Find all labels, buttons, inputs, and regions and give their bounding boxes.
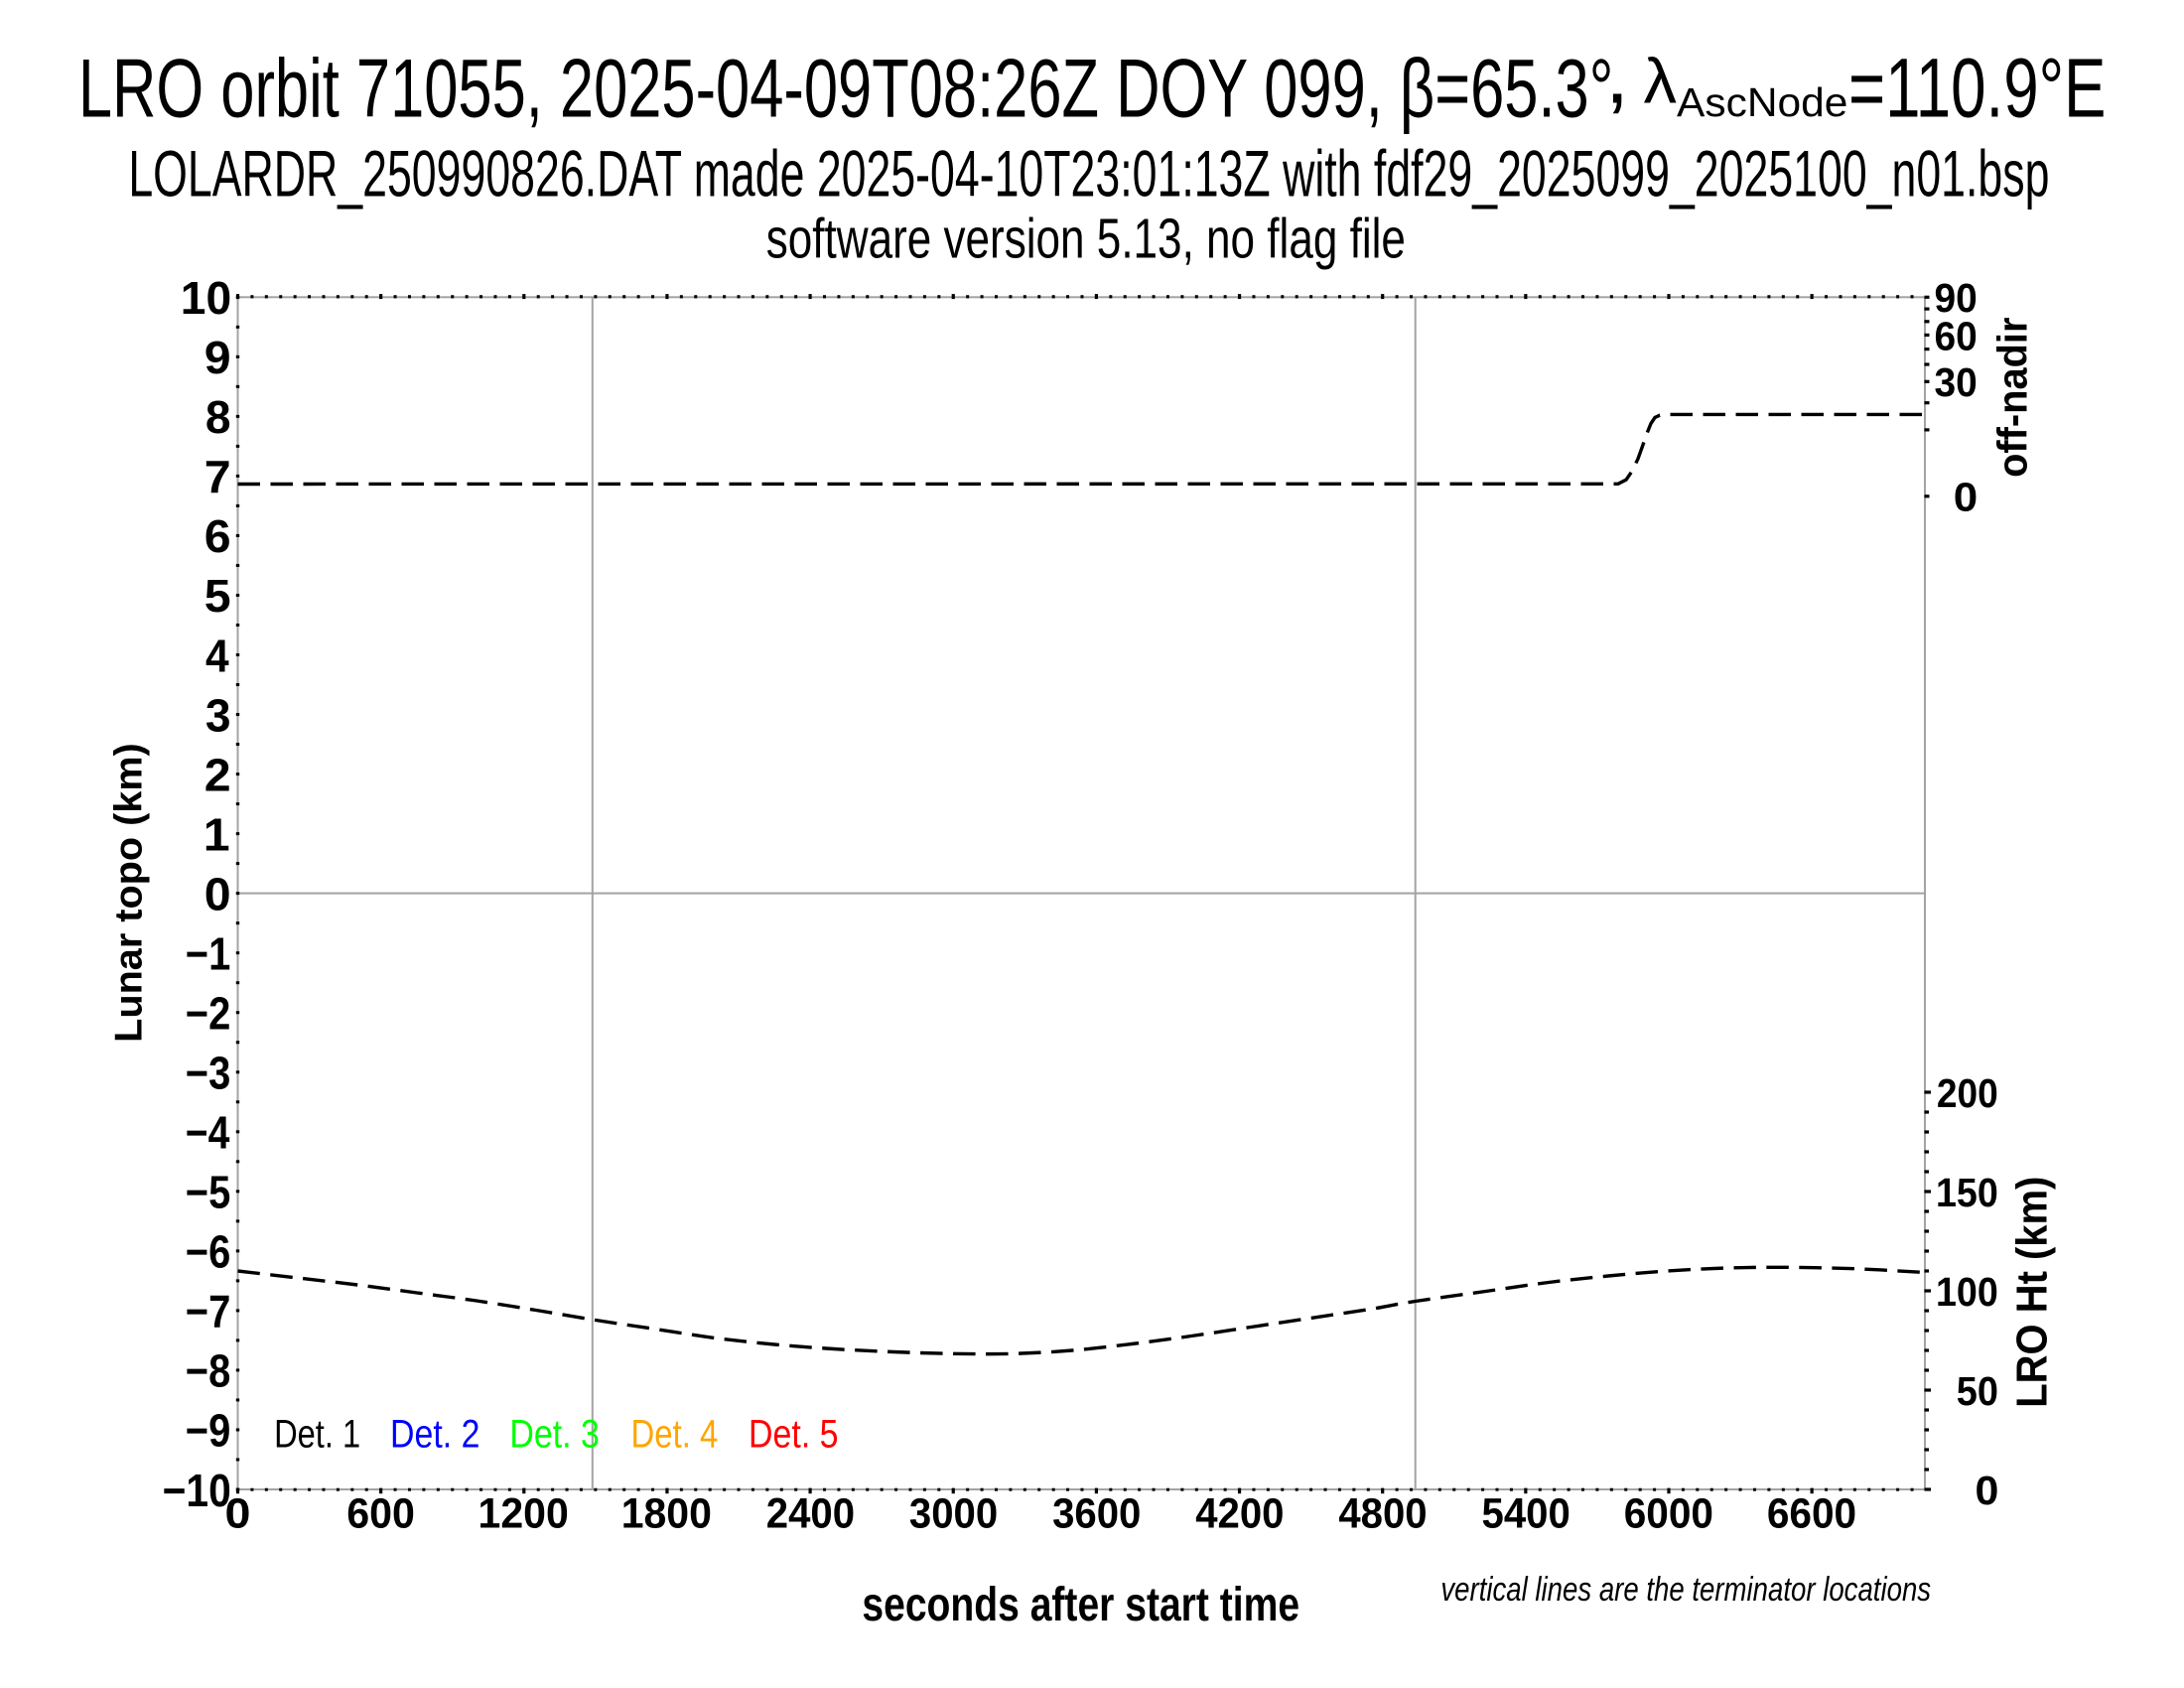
svg-text:6000: 6000 — [1624, 1488, 1713, 1536]
svg-text:90: 90 — [1935, 276, 1978, 321]
svg-text:30: 30 — [1935, 360, 1978, 405]
svg-text:100: 100 — [1936, 1269, 1998, 1315]
svg-text:−1: −1 — [186, 929, 230, 980]
svg-text:1: 1 — [204, 808, 230, 860]
svg-text:Det. 4: Det. 4 — [631, 1411, 719, 1456]
svg-text:0: 0 — [1976, 1468, 1999, 1513]
svg-text:−3: −3 — [186, 1049, 230, 1099]
svg-text:1800: 1800 — [621, 1488, 712, 1536]
svg-text:7: 7 — [205, 451, 231, 502]
svg-text:software version 5.13, no flag: software version 5.13, no flag file — [766, 207, 1406, 270]
svg-text:−9: −9 — [186, 1406, 230, 1457]
svg-text:600: 600 — [346, 1488, 415, 1536]
svg-text:−5: −5 — [186, 1168, 230, 1218]
svg-text:−8: −8 — [186, 1346, 230, 1397]
svg-text:−6: −6 — [186, 1227, 230, 1278]
svg-text:3600: 3600 — [1052, 1488, 1141, 1537]
svg-text:3000: 3000 — [909, 1488, 998, 1537]
svg-text:8: 8 — [205, 391, 231, 443]
svg-text:150: 150 — [1936, 1170, 1998, 1215]
svg-text:60: 60 — [1935, 314, 1978, 358]
svg-text:Det. 5: Det. 5 — [749, 1411, 838, 1456]
svg-text:0: 0 — [1954, 475, 1978, 520]
svg-text:λ: λ — [1643, 46, 1677, 116]
svg-text:3: 3 — [205, 689, 231, 741]
svg-text:LRO orbit 71055, 2025-04-09T08: LRO orbit 71055, 2025-04-09T08:26Z DOY 0… — [78, 41, 1613, 135]
svg-text:−4: −4 — [186, 1108, 230, 1160]
svg-text:5400: 5400 — [1482, 1488, 1570, 1537]
svg-text:5: 5 — [205, 570, 231, 622]
svg-text:6600: 6600 — [1767, 1488, 1856, 1536]
svg-text:9: 9 — [205, 332, 231, 383]
svg-text:6: 6 — [205, 510, 231, 562]
svg-text:Det. 3: Det. 3 — [509, 1411, 599, 1456]
svg-text:4: 4 — [205, 632, 229, 682]
svg-text:0: 0 — [205, 868, 231, 919]
svg-text:4200: 4200 — [1195, 1488, 1284, 1537]
svg-text:Det. 2: Det. 2 — [390, 1411, 479, 1456]
svg-text:LRO Ht (km): LRO Ht (km) — [2007, 1177, 2056, 1408]
svg-text:AscNode: AscNode — [1677, 79, 1847, 125]
svg-text:50: 50 — [1957, 1369, 1998, 1415]
svg-text:−7: −7 — [186, 1287, 230, 1337]
svg-text:Lunar topo (km): Lunar topo (km) — [107, 743, 151, 1043]
svg-text:1200: 1200 — [478, 1488, 569, 1536]
svg-text:seconds after start time: seconds after start time — [862, 1578, 1299, 1631]
svg-text:2400: 2400 — [766, 1488, 855, 1537]
svg-text:0: 0 — [224, 1488, 250, 1537]
svg-text:−2: −2 — [186, 989, 230, 1040]
svg-text:,: , — [1605, 28, 1630, 121]
svg-text:10: 10 — [181, 272, 231, 324]
svg-text:Det. 1: Det. 1 — [274, 1411, 360, 1456]
svg-text:−10: −10 — [163, 1467, 231, 1517]
svg-text:=110.9°E: =110.9°E — [1848, 42, 2106, 135]
svg-text:4800: 4800 — [1338, 1488, 1427, 1537]
svg-text:off-nadir: off-nadir — [1988, 317, 2035, 477]
svg-text:2: 2 — [205, 749, 231, 800]
svg-text:vertical lines are the termina: vertical lines are the terminator locati… — [1440, 1570, 1931, 1608]
svg-text:LOLARDR_250990826.DAT made 202: LOLARDR_250990826.DAT made 2025-04-10T23… — [128, 137, 2049, 211]
svg-text:200: 200 — [1937, 1071, 1998, 1116]
